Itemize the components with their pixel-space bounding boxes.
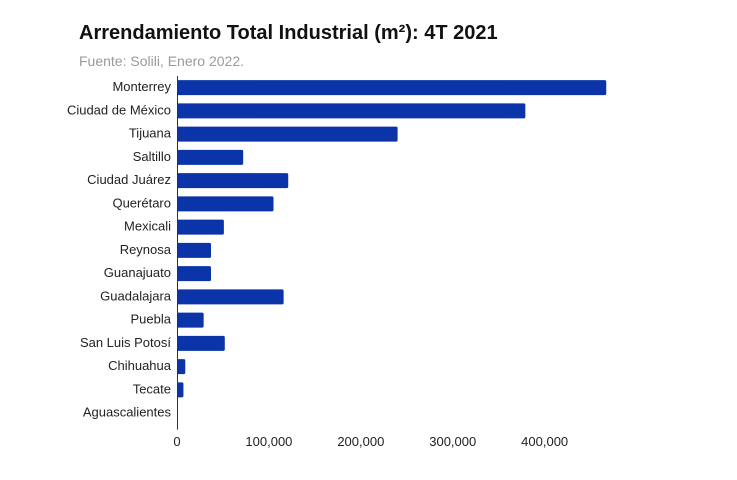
bar[interactable] bbox=[177, 359, 186, 375]
bar[interactable] bbox=[177, 219, 224, 235]
category-label: Ciudad de México bbox=[67, 102, 171, 117]
bar[interactable] bbox=[177, 149, 244, 165]
bar[interactable] bbox=[177, 103, 526, 119]
bar[interactable] bbox=[177, 266, 212, 282]
x-tick-label: 200,000 bbox=[337, 434, 384, 449]
bar[interactable] bbox=[177, 173, 289, 189]
category-label: Monterrey bbox=[112, 79, 171, 94]
bar[interactable] bbox=[177, 242, 212, 258]
chart-subtitle: Fuente: Solili, Enero 2022. bbox=[79, 53, 244, 69]
category-label: Tijuana bbox=[129, 126, 172, 141]
x-tick-label: 300,000 bbox=[429, 434, 476, 449]
chart-title: Arrendamiento Total Industrial (m²): 4T … bbox=[79, 22, 498, 44]
x-tick-label: 400,000 bbox=[521, 434, 568, 449]
category-label: Guadalajara bbox=[100, 288, 172, 303]
x-tick-label: 0 bbox=[173, 434, 180, 449]
bar[interactable] bbox=[177, 80, 607, 96]
bar[interactable] bbox=[177, 196, 274, 212]
bar[interactable] bbox=[177, 382, 184, 398]
category-label: Ciudad Juárez bbox=[87, 172, 171, 187]
bar[interactable] bbox=[177, 126, 398, 142]
category-label: Tecate bbox=[133, 381, 171, 396]
bar[interactable] bbox=[177, 289, 284, 305]
bar[interactable] bbox=[177, 335, 225, 351]
category-label: Chihuahua bbox=[108, 358, 172, 373]
x-tick-label: 100,000 bbox=[245, 434, 292, 449]
category-label: Saltillo bbox=[133, 149, 171, 164]
category-label: Puebla bbox=[131, 312, 172, 327]
category-label: Aguascalientes bbox=[83, 405, 172, 420]
category-labels: Monterrey Ciudad de México Tijuana Saltillo… bbox=[67, 79, 172, 420]
category-label: Guanajuato bbox=[104, 265, 171, 280]
category-label: San Luis Potosí bbox=[80, 335, 171, 350]
x-tick-labels: 0 100,000 200,000 300,000 400,000 bbox=[173, 434, 568, 449]
bar[interactable] bbox=[177, 312, 204, 328]
bars-group bbox=[177, 80, 607, 398]
category-label: Mexicali bbox=[124, 219, 171, 234]
category-label: Querétaro bbox=[112, 195, 171, 210]
category-label: Reynosa bbox=[120, 242, 172, 257]
